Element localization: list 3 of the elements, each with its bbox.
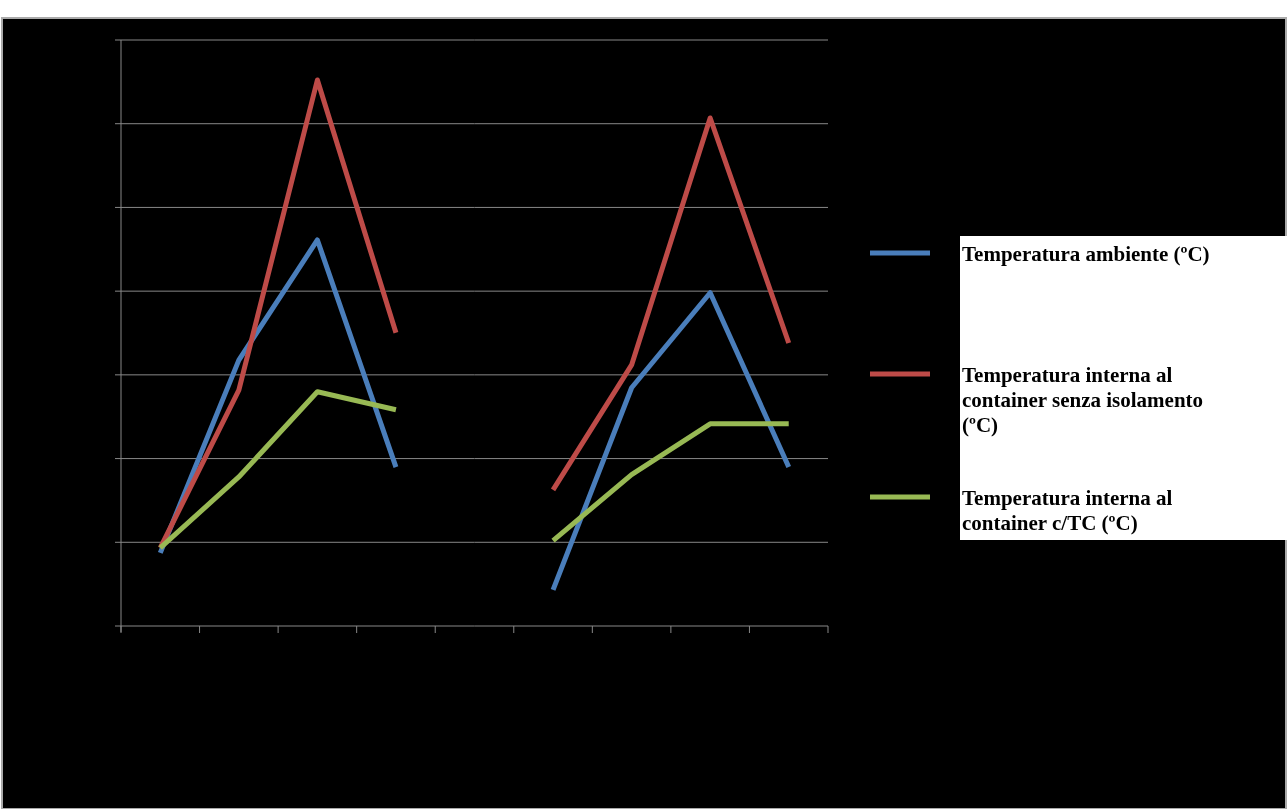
legend-label: Temperatura interna al container c/TC (ºC) bbox=[962, 486, 1173, 535]
legend-label: Temperatura ambiente (ºC) bbox=[962, 242, 1210, 266]
legend-label: Temperatura interna al container senza isolamento (ºC) bbox=[962, 363, 1204, 437]
